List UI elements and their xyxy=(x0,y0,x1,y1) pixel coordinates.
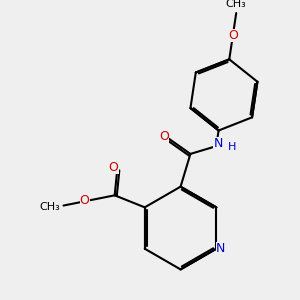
Text: O: O xyxy=(228,29,238,42)
Text: H: H xyxy=(228,142,236,152)
Text: O: O xyxy=(159,130,169,143)
Text: CH₃: CH₃ xyxy=(226,0,247,10)
Text: O: O xyxy=(80,194,89,208)
Text: CH₃: CH₃ xyxy=(39,202,60,212)
Text: N: N xyxy=(216,242,225,255)
Text: O: O xyxy=(109,161,118,174)
Text: N: N xyxy=(213,137,223,150)
